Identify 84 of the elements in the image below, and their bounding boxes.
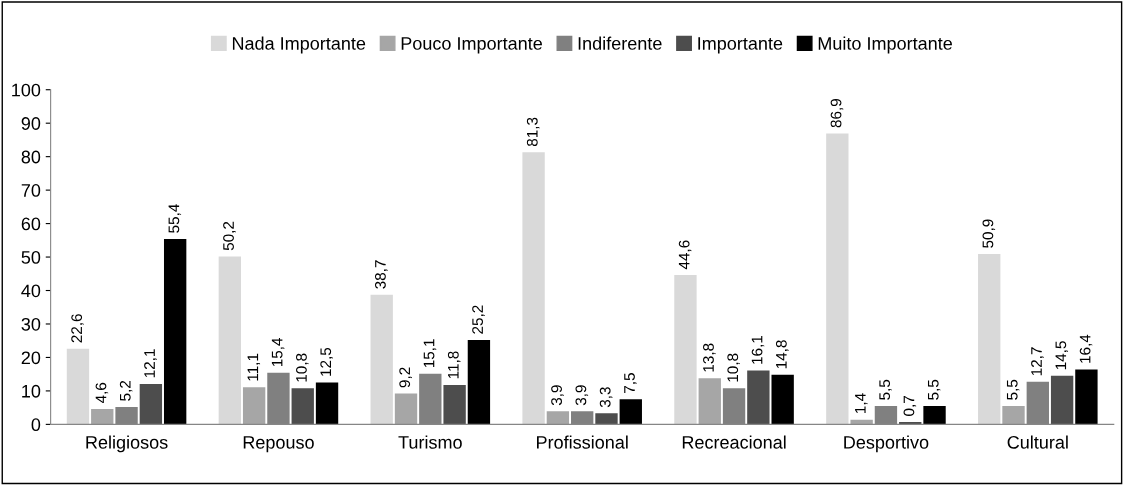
legend-label: Importante bbox=[698, 37, 783, 54]
x-tick-label: Religiosos bbox=[86, 435, 168, 453]
data-label: 1,4 bbox=[855, 393, 868, 413]
bar bbox=[698, 378, 721, 425]
data-label: 3,9 bbox=[575, 385, 589, 406]
y-tick-label: 80 bbox=[21, 150, 41, 164]
y-tick-label: 70 bbox=[21, 184, 41, 197]
y-tick-label: 50 bbox=[21, 250, 41, 264]
y-tick-label: 90 bbox=[21, 117, 41, 130]
data-label: 12,1 bbox=[144, 349, 157, 378]
data-label: 86,9 bbox=[830, 99, 844, 128]
y-tick-label: 0 bbox=[31, 418, 41, 432]
x-tick-label: Turismo bbox=[398, 435, 462, 449]
data-label: 15,4 bbox=[271, 338, 285, 367]
data-label: 10,8 bbox=[296, 353, 309, 382]
bar bbox=[163, 238, 187, 425]
bar bbox=[674, 275, 697, 425]
data-label: 22,6 bbox=[71, 314, 84, 343]
data-label: 12,5 bbox=[320, 347, 333, 376]
data-label: 13,8 bbox=[703, 343, 716, 372]
data-label: 16,1 bbox=[751, 335, 765, 364]
x-tick-label: Cultural bbox=[1007, 435, 1068, 449]
data-label: 38,7 bbox=[375, 260, 388, 289]
data-label: 14,8 bbox=[775, 340, 789, 369]
y-tick-label: 10 bbox=[22, 384, 41, 398]
data-label: 3,3 bbox=[599, 387, 613, 408]
data-label: 25,2 bbox=[472, 305, 485, 334]
legend-label: Pouco Importante bbox=[401, 37, 542, 54]
bar bbox=[91, 408, 114, 425]
legend-label: Indiferente bbox=[578, 36, 662, 50]
data-label: 5,2 bbox=[119, 380, 133, 401]
data-label: 11,1 bbox=[247, 353, 261, 381]
data-label: 50,9 bbox=[982, 219, 996, 248]
x-tick-label: Recreacional bbox=[682, 435, 786, 449]
y-tick-label: 100 bbox=[12, 83, 41, 97]
data-label: 12,7 bbox=[1031, 347, 1044, 376]
y-tick-label: 60 bbox=[21, 217, 41, 231]
data-label: 11,8 bbox=[447, 351, 461, 379]
data-label: 4,6 bbox=[95, 382, 109, 404]
bar bbox=[619, 399, 642, 425]
legend-label: Nada Importante bbox=[232, 36, 366, 54]
bar bbox=[394, 393, 418, 425]
bar bbox=[66, 348, 90, 425]
x-tick-label: Repouso bbox=[243, 436, 314, 453]
bar bbox=[291, 388, 314, 425]
bar bbox=[443, 384, 466, 425]
bar bbox=[1050, 375, 1074, 425]
data-label: 55,4 bbox=[168, 204, 182, 233]
data-label: 5,5 bbox=[927, 379, 941, 400]
x-tick-label: Profissional bbox=[537, 435, 628, 449]
bar bbox=[218, 256, 242, 425]
bar bbox=[1002, 405, 1025, 425]
bar bbox=[522, 152, 545, 425]
bar bbox=[139, 383, 163, 425]
bar bbox=[595, 413, 618, 425]
y-tick-label: 40 bbox=[21, 284, 41, 298]
bar bbox=[747, 370, 770, 425]
data-label: 44,6 bbox=[678, 240, 692, 270]
bar bbox=[315, 382, 339, 425]
data-label: 16,4 bbox=[1079, 334, 1093, 363]
bar bbox=[978, 254, 1001, 425]
data-label: 5,5 bbox=[879, 379, 892, 400]
data-label: 81,3 bbox=[526, 117, 540, 147]
bar bbox=[467, 340, 491, 425]
data-label: 5,5 bbox=[1006, 379, 1020, 400]
bar bbox=[826, 133, 849, 425]
bar bbox=[923, 405, 946, 425]
bar bbox=[546, 411, 570, 425]
data-label: 3,9 bbox=[551, 385, 564, 406]
data-label: 9,2 bbox=[399, 367, 412, 388]
data-label: 10,8 bbox=[727, 353, 740, 382]
data-label: 15,1 bbox=[423, 339, 437, 368]
x-tick-label: Desportivo bbox=[844, 435, 929, 453]
data-label: 7,5 bbox=[624, 373, 637, 393]
bar bbox=[242, 387, 266, 425]
bar bbox=[1075, 369, 1098, 425]
data-label: 14,5 bbox=[1055, 341, 1069, 370]
y-tick-label: 20 bbox=[21, 351, 41, 365]
y-tick-label: 30 bbox=[21, 317, 41, 331]
data-label: 0,7 bbox=[903, 396, 917, 416]
bar bbox=[771, 374, 794, 425]
bar bbox=[370, 294, 393, 425]
legend-label: Muito Importante bbox=[818, 36, 952, 54]
data-label: 50,2 bbox=[223, 221, 236, 251]
